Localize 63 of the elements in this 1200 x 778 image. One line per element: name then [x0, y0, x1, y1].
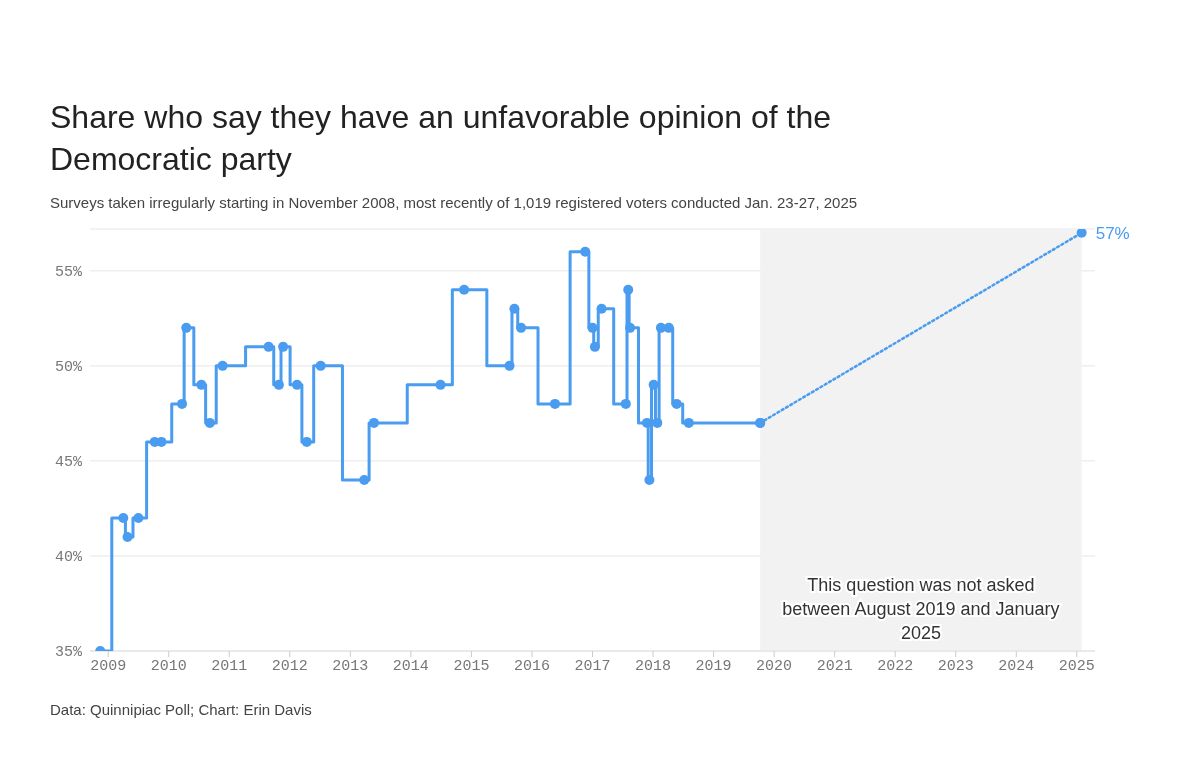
x-tick-label: 2017	[574, 657, 611, 675]
point	[263, 341, 274, 352]
point	[620, 398, 631, 409]
point	[652, 417, 663, 428]
point	[663, 322, 674, 333]
y-tick-label: 45%	[54, 454, 83, 472]
point	[1076, 229, 1087, 238]
chart-title: Share who say they have an unfavorable opinion of the Democratic party	[50, 98, 832, 179]
point	[435, 379, 446, 390]
chart-subtitle: Surveys taken irregularly starting in November 2008, most recently of 1,019 registered voters conducted Jan. 23-27, 2025	[50, 194, 859, 211]
point	[459, 284, 470, 295]
x-tick-label: 2015	[453, 657, 490, 675]
point	[589, 341, 600, 352]
x-tick-label: 2019	[695, 657, 732, 675]
x-tick-label: 2012	[271, 657, 308, 675]
point	[644, 474, 655, 485]
point	[587, 322, 598, 333]
y-tick-label: 40%	[54, 549, 83, 567]
point	[196, 379, 207, 390]
x-tick-label: 2024	[998, 657, 1035, 675]
point	[625, 322, 636, 333]
point	[368, 417, 379, 428]
point	[623, 284, 634, 295]
point	[278, 341, 289, 352]
point	[315, 360, 326, 371]
point	[217, 360, 228, 371]
x-tick-label: 2022	[877, 657, 914, 675]
x-tick-label: 2025	[1058, 657, 1095, 675]
x-tick-label: 2010	[150, 657, 187, 675]
point	[648, 379, 659, 390]
x-tick-label: 2021	[816, 657, 853, 675]
band-label: This question was not asked between August 2019 and January 2025	[782, 575, 1060, 643]
x-tick-label: 2016	[513, 657, 550, 675]
x-tick-label: 2020	[756, 657, 793, 675]
x-tick-label: 2023	[937, 657, 974, 675]
x-tick-label: 2018	[635, 657, 672, 675]
y-tick-label: 50%	[54, 359, 83, 377]
point	[181, 322, 192, 333]
point	[292, 379, 303, 390]
point	[683, 417, 694, 428]
y-tick-label: 35%	[54, 644, 83, 662]
x-tick-label: 2011	[211, 657, 248, 675]
text: Data: Quinnipiac Poll; Chart: Erin Davis	[50, 701, 313, 718]
x-tick-label: 2013	[332, 657, 369, 675]
point	[204, 417, 215, 428]
point	[549, 398, 560, 409]
point	[122, 531, 133, 542]
point	[671, 398, 682, 409]
point	[509, 303, 520, 314]
y-tick-label: 55%	[54, 264, 83, 282]
x-tick-label: 2014	[392, 657, 429, 675]
point	[596, 303, 607, 314]
data-label: 57%	[1095, 223, 1130, 243]
point	[118, 512, 129, 523]
point	[177, 398, 188, 409]
point	[133, 512, 144, 523]
point	[516, 322, 527, 333]
point	[580, 246, 591, 257]
point	[273, 379, 284, 390]
x-tick-label: 2009	[90, 657, 127, 675]
point	[359, 474, 370, 485]
point	[301, 436, 312, 447]
point	[504, 360, 515, 371]
